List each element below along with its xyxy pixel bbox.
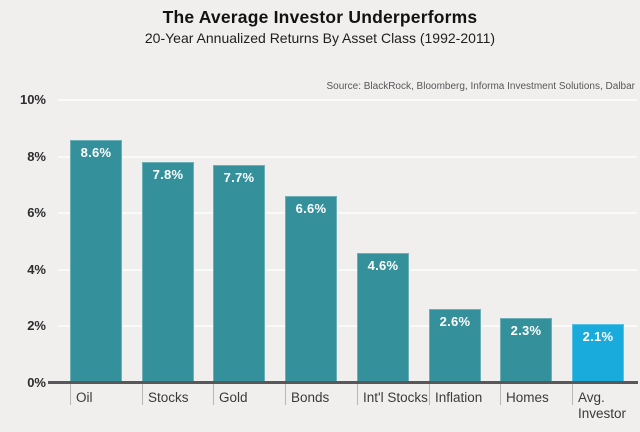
x-axis-category-label: Gold bbox=[219, 390, 248, 405]
x-axis-tick bbox=[213, 384, 214, 405]
source-attribution: Source: BlackRock, Bloomberg, Informa In… bbox=[326, 81, 635, 92]
x-axis-category-label: Int'l Stocks bbox=[363, 390, 428, 405]
y-axis-tick-label: 10% bbox=[19, 92, 46, 107]
bar-value-label: 2.6% bbox=[439, 314, 471, 330]
chart-subtitle: 20-Year Annualized Returns By Asset Clas… bbox=[144, 30, 496, 46]
y-axis-tick-label: 8% bbox=[27, 148, 46, 164]
bar-inflation: 2.6% bbox=[429, 309, 481, 383]
bar-stocks: 7.8% bbox=[142, 162, 194, 383]
bar-value-label: 6.6% bbox=[295, 201, 327, 217]
x-axis-category-label: Homes bbox=[506, 390, 549, 405]
chart-title: The Average Investor Underperforms bbox=[162, 7, 478, 27]
gridline bbox=[58, 99, 637, 101]
y-axis-tick-label: 0% bbox=[27, 375, 46, 390]
bar-avg-investor: 2.1% bbox=[572, 323, 624, 383]
bar-value-label: 2.1% bbox=[582, 328, 614, 344]
gridline bbox=[58, 155, 637, 158]
x-axis-tick bbox=[429, 384, 430, 405]
x-axis-tick bbox=[572, 384, 573, 405]
bar-int-l-stocks: 4.6% bbox=[357, 252, 409, 383]
bar-value-label: 4.6% bbox=[367, 257, 399, 273]
gridline bbox=[58, 325, 637, 328]
x-axis-tick bbox=[70, 384, 71, 405]
x-axis-category-label: Oil bbox=[76, 390, 93, 405]
x-axis-tick bbox=[357, 384, 358, 405]
x-axis-category-label: Avg. Investor bbox=[578, 390, 627, 421]
x-axis-category-label: Stocks bbox=[148, 390, 189, 405]
bar-value-label: 2.3% bbox=[510, 322, 542, 338]
bar-bonds: 6.6% bbox=[285, 196, 337, 383]
bar-value-label: 8.6% bbox=[80, 144, 112, 160]
gridline bbox=[58, 212, 637, 215]
x-axis-category-label: Bonds bbox=[291, 390, 330, 405]
x-axis-tick bbox=[285, 384, 286, 405]
bar-oil: 8.6% bbox=[70, 139, 122, 383]
bar-gold: 7.7% bbox=[213, 165, 265, 383]
x-axis-line bbox=[48, 381, 638, 384]
y-axis-tick-label: 6% bbox=[27, 205, 46, 221]
x-axis-tick bbox=[500, 384, 501, 405]
bar-homes: 2.3% bbox=[500, 317, 552, 383]
y-axis-tick-label: 4% bbox=[27, 261, 46, 277]
bar-value-label: 7.7% bbox=[223, 170, 255, 186]
bar-value-label: 7.8% bbox=[152, 167, 184, 183]
x-axis-category-label: Inflation bbox=[435, 390, 483, 405]
y-axis-tick-label: 2% bbox=[27, 318, 46, 334]
x-axis-tick bbox=[142, 384, 143, 405]
gridline bbox=[58, 268, 637, 271]
